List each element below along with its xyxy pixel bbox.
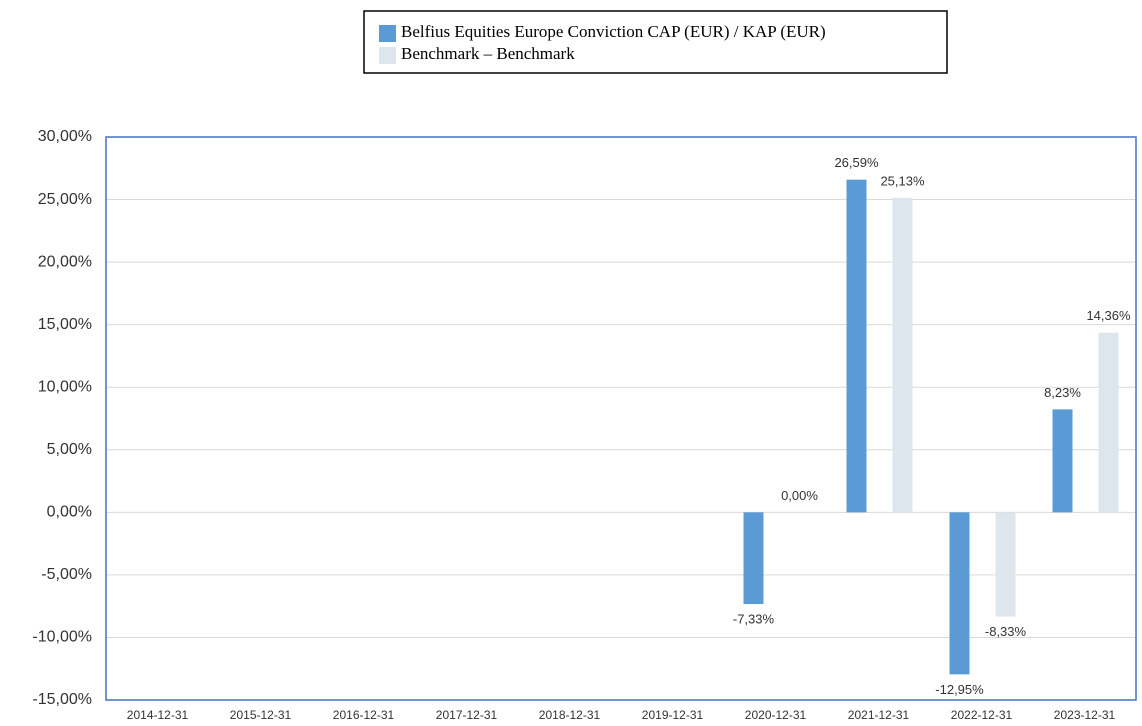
legend-swatch: [379, 25, 396, 42]
x-tick-label: 2021-12-31: [848, 708, 910, 722]
x-tick-label: 2018-12-31: [539, 708, 601, 722]
legend-swatch: [379, 47, 396, 64]
x-tick-label: 2023-12-31: [1054, 708, 1116, 722]
data-label: -12,95%: [935, 682, 984, 697]
bar: [1098, 332, 1119, 513]
y-tick-label: -10,00%: [32, 629, 92, 646]
legend-label: Belfius Equities Europe Conviction CAP (…: [401, 22, 826, 41]
plot-frame: [105, 136, 1137, 701]
x-tick-label: 2020-12-31: [745, 708, 807, 722]
y-tick-label: 15,00%: [38, 316, 92, 333]
y-tick-label: 20,00%: [38, 253, 92, 270]
x-tick-label: 2022-12-31: [951, 708, 1013, 722]
data-label: 26,59%: [834, 155, 879, 170]
data-label: -7,33%: [733, 611, 775, 626]
y-tick-label: 0,00%: [47, 504, 92, 521]
y-tick-label: 5,00%: [47, 441, 92, 458]
x-tick-label: 2015-12-31: [230, 708, 292, 722]
data-label: 0,00%: [781, 488, 818, 503]
x-tick-label: 2014-12-31: [127, 708, 189, 722]
bar: [1052, 409, 1073, 513]
bar: [995, 512, 1016, 617]
legend: [363, 10, 948, 74]
x-tick-label: 2017-12-31: [436, 708, 498, 722]
bar: [892, 197, 913, 513]
data-label: 25,13%: [880, 173, 925, 188]
data-label: -8,33%: [985, 624, 1027, 639]
x-tick-label: 2019-12-31: [642, 708, 704, 722]
y-tick-label: 10,00%: [38, 378, 92, 395]
y-tick-label: -15,00%: [32, 691, 92, 708]
bar: [949, 512, 970, 675]
data-label: 14,36%: [1086, 308, 1131, 323]
y-tick-label: 30,00%: [38, 128, 92, 145]
bar: [743, 512, 764, 605]
y-tick-label: 25,00%: [38, 191, 92, 208]
legend-label: Benchmark – Benchmark: [401, 44, 575, 63]
bar: [846, 179, 867, 513]
data-label: 8,23%: [1044, 385, 1081, 400]
y-tick-label: -5,00%: [41, 566, 92, 583]
x-tick-label: 2016-12-31: [333, 708, 395, 722]
